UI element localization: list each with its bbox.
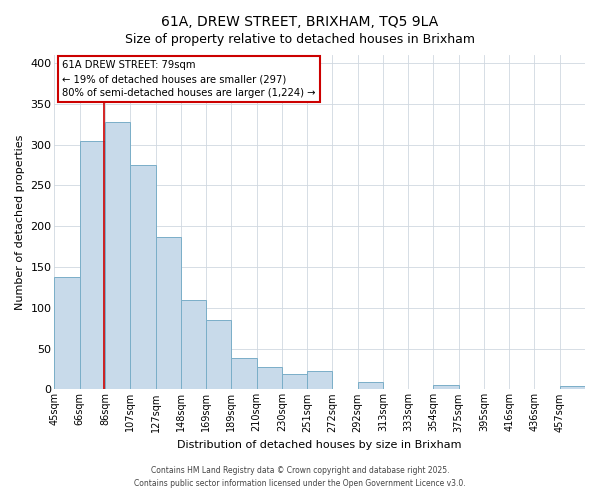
Bar [155, 237, 181, 390]
Bar [433, 386, 458, 390]
Bar [105, 122, 130, 390]
Text: Size of property relative to detached houses in Brixham: Size of property relative to detached ho… [125, 32, 475, 46]
Bar [232, 358, 257, 390]
Bar [181, 300, 206, 390]
Bar [206, 320, 232, 390]
Bar [358, 382, 383, 390]
Bar [80, 140, 105, 390]
Bar [282, 374, 307, 390]
Bar [307, 372, 332, 390]
Text: 61A DREW STREET: 79sqm
← 19% of detached houses are smaller (297)
80% of semi-de: 61A DREW STREET: 79sqm ← 19% of detached… [62, 60, 316, 98]
Bar [560, 386, 585, 390]
Bar [130, 165, 155, 390]
Text: Contains HM Land Registry data © Crown copyright and database right 2025.
Contai: Contains HM Land Registry data © Crown c… [134, 466, 466, 487]
Bar [55, 277, 80, 390]
Bar [257, 368, 282, 390]
Text: 61A, DREW STREET, BRIXHAM, TQ5 9LA: 61A, DREW STREET, BRIXHAM, TQ5 9LA [161, 15, 439, 29]
X-axis label: Distribution of detached houses by size in Brixham: Distribution of detached houses by size … [178, 440, 462, 450]
Y-axis label: Number of detached properties: Number of detached properties [15, 134, 25, 310]
